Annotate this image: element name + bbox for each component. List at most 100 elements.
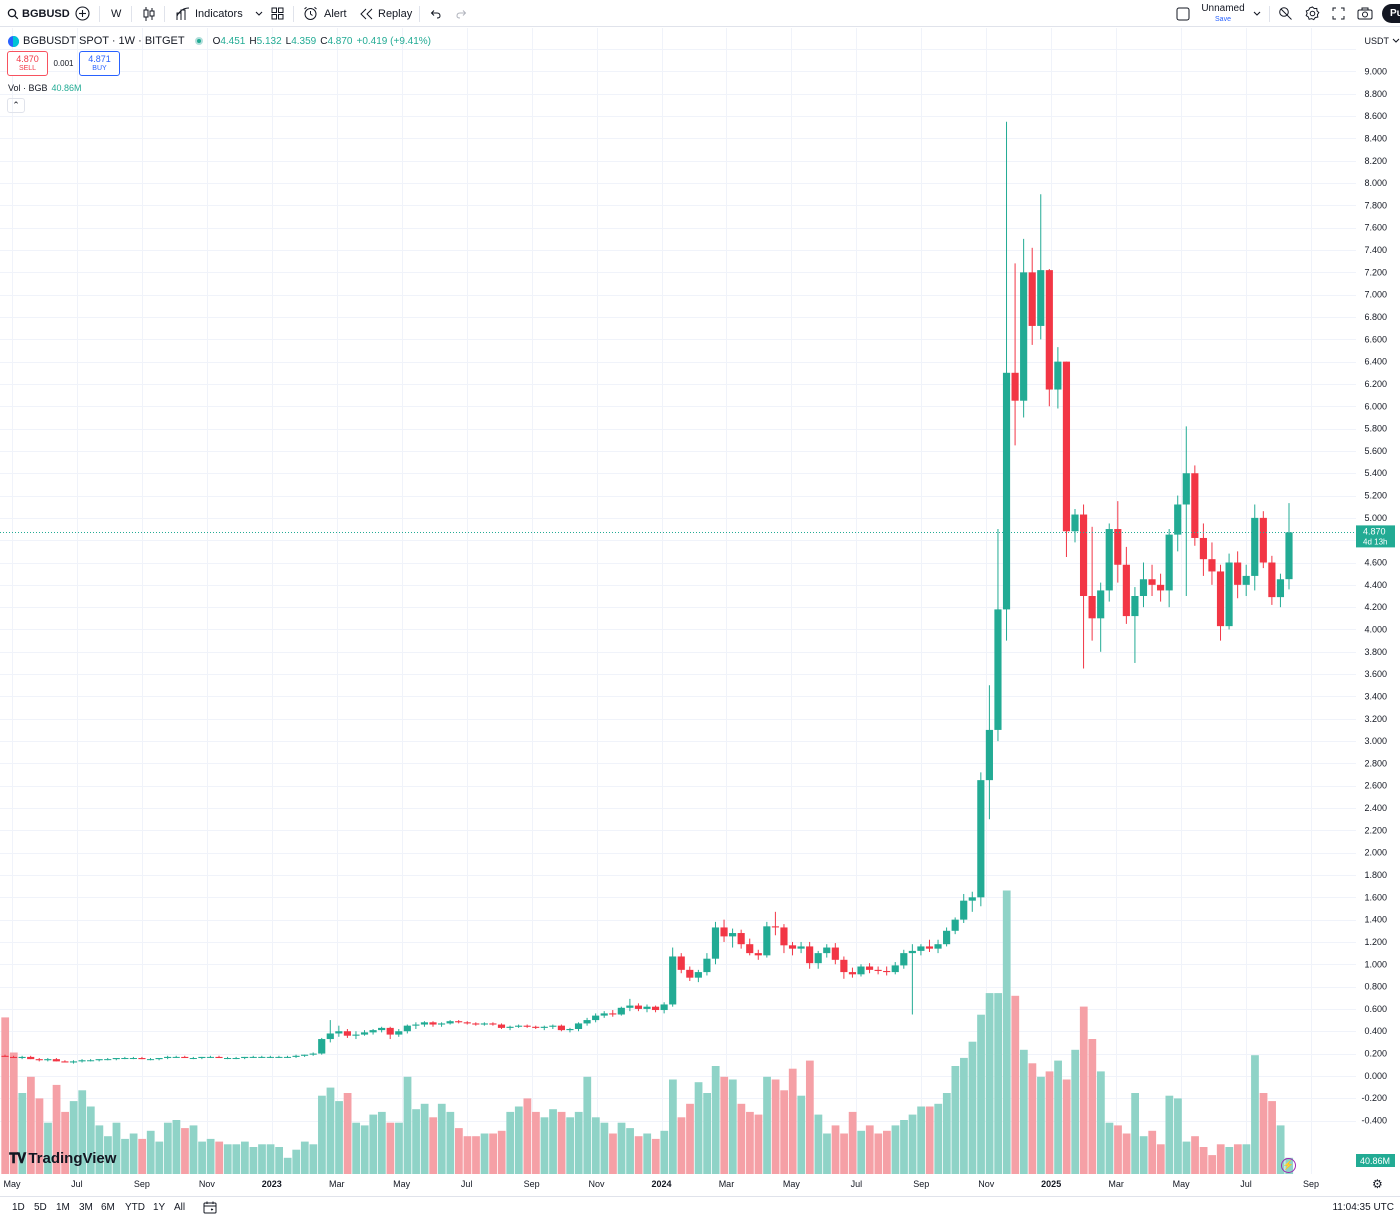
volume-bar [146,1130,155,1174]
range-button-5d[interactable]: 5D [34,1202,47,1213]
candle-body [69,1061,78,1063]
range-button-6m[interactable]: 6M [101,1202,115,1213]
sell-price: 4.870 [16,53,39,64]
goto-date-button[interactable] [203,1201,217,1219]
bitget-logo-icon [8,35,19,47]
indicators-label: Indicators [195,7,243,20]
candle-body [1268,562,1276,598]
volume-bar [1139,1136,1148,1174]
chevron-down-icon [255,11,263,16]
range-button-ytd[interactable]: YTD [125,1202,145,1213]
interval-button[interactable]: W [111,0,121,27]
volume-bar [557,1111,566,1174]
candle-body [1028,272,1036,326]
chart-pane[interactable] [0,28,1356,1174]
lightning-icon[interactable]: ⚡ [1281,1158,1296,1173]
candle-body [968,897,976,901]
time-tick-label: Nov [198,1179,215,1189]
volume-bar [900,1120,908,1174]
candle-body [446,1021,454,1024]
settings-button[interactable] [1305,0,1320,27]
price-tick-label: 8.800 [1364,89,1387,99]
redo-button[interactable] [456,0,468,27]
volume-bar [1054,1060,1062,1174]
candle-body [1062,361,1071,532]
undo-button[interactable] [429,0,441,27]
time-tick-label: May [782,1179,800,1189]
replay-button[interactable]: Replay [360,0,412,27]
snapshot-button[interactable] [1357,0,1373,27]
candle-body [506,1026,514,1028]
volume-bar [343,1093,352,1174]
price-tick-label: 4.400 [1364,580,1387,590]
collapse-legend-button[interactable]: ⌃ [7,98,25,113]
volume-bar [78,1090,87,1174]
time-axis[interactable]: May Jul Sep Nov 2023 Mar May Jul Sep Nov 2024 Mar Ma… [0,1174,1356,1194]
toolbar-divider [99,6,100,22]
volume-bar [840,1133,848,1174]
alert-label: Alert [324,7,347,20]
open-value: 4.451 [220,35,246,47]
volume-bar [883,1130,891,1174]
candle-body [960,900,968,920]
range-button-1d[interactable]: 1D [12,1202,25,1213]
candle-body [18,1056,26,1059]
quick-search-button[interactable] [1278,0,1293,27]
candle-body [395,1031,403,1035]
candle-body [592,1015,600,1021]
candle-body [1020,272,1028,401]
candle-body [763,926,771,956]
time-tick-label: May [3,1179,21,1189]
candle-body [386,1027,394,1035]
grid-icon [271,7,284,20]
compare-symbol-button[interactable] [75,0,90,27]
candle-body [1002,372,1011,610]
toolbar-divider [1269,6,1270,22]
buy-label: BUY [92,64,107,72]
layout-templates-button[interactable] [271,0,284,27]
fullscreen-button[interactable] [1332,0,1345,27]
layout-menu-button[interactable] [1176,0,1190,27]
buy-button[interactable]: 4.871 BUY [79,51,120,76]
volume-legend[interactable]: Vol · BGB 40.86M [8,83,82,93]
candle-body [480,1023,488,1025]
sell-button[interactable]: 4.870 SELL [7,51,48,76]
layout-name[interactable]: Unnamed Save [1199,0,1247,27]
last-price-value: 4.870 [1363,526,1386,536]
candle-body [463,1022,471,1024]
interval-label: W [111,7,122,20]
range-button-all[interactable]: All [174,1202,186,1213]
top-toolbar: BGBUSD W Indicators Alert Replay Unnamed… [0,0,1400,27]
range-button-1m[interactable]: 1M [56,1202,70,1213]
volume-bar [677,1117,686,1174]
volume-bar [266,1144,275,1174]
candle-body [788,945,797,949]
candle-body [677,956,685,970]
range-button-3m[interactable]: 3M [79,1202,93,1213]
volume-bar [223,1144,232,1174]
price-axis[interactable]: USDT 9.000 8.800 8.600 8.400 8.200 8.000 7.800 7… [1356,28,1400,1174]
axis-settings-gear-icon[interactable]: ⚙ [1372,1177,1383,1191]
candle-body [746,944,754,954]
volume-bar [660,1130,669,1174]
candle-body [814,953,822,964]
volume-bar [1114,1125,1122,1174]
volume-bar [891,1125,900,1174]
legend-title[interactable]: BGBUSDT SPOT · 1W · BITGET [23,35,185,47]
volume-bar [1259,1093,1268,1174]
price-tick-label: 6.200 [1364,379,1387,389]
chart-type-button[interactable] [142,0,156,27]
toolbar-divider [293,6,294,22]
candle-body [35,1059,43,1061]
layout-dropdown-button[interactable] [1253,0,1261,27]
publish-button[interactable]: Pu [1382,4,1400,23]
volume-bar [480,1133,489,1174]
alert-button[interactable]: Alert [303,0,347,27]
volume-bar [1276,1125,1285,1174]
candle-body [1225,562,1233,627]
utc-clock[interactable]: 11:04:35 UTC [1332,1202,1394,1213]
indicators-button[interactable]: Indicators [176,0,263,27]
indicators-icon [176,7,190,20]
symbol-search-button[interactable]: BGBUSD [7,0,70,27]
range-button-1y[interactable]: 1Y [153,1202,166,1213]
